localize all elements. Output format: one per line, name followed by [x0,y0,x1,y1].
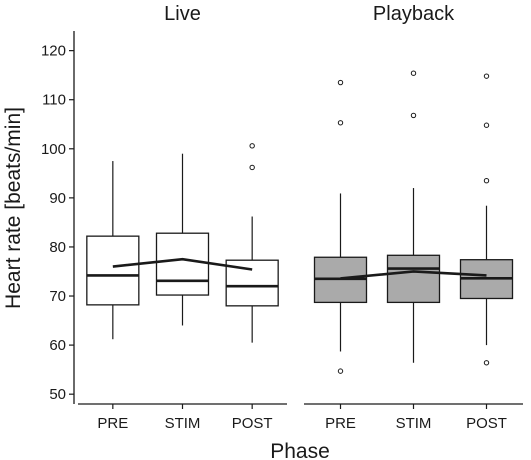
panel-title: Live [164,3,201,25]
outlier-point [337,120,344,126]
y-tick-label: 50 [49,386,66,403]
x-tick-label: PRE [325,415,356,432]
x-tick-label: POST [466,415,507,432]
outlier-point [483,177,490,184]
x-tick-label: STIM [165,415,201,432]
box-iqr [386,254,441,304]
mean-trend-line [112,257,253,271]
y-tick-label: 80 [49,239,66,256]
outlier-point [483,122,490,128]
panel-title: Playback [373,3,455,25]
y-tick-label: 100 [41,141,66,158]
box-stim [386,70,441,363]
outlier-point [410,112,417,119]
x-axis-title: Phase [270,440,330,460]
outlier-point [337,79,344,86]
x-tick-label: STIM [396,415,432,432]
outlier-point [249,143,255,149]
outlier-point [337,368,344,374]
panel-playback: Playback PRE STIM POST [304,3,523,432]
x-tick-label: POST [232,415,273,432]
y-axis-title: Heart rate [beats/min] [2,107,25,309]
panel-live: Live PRE STIM POST [78,3,287,432]
box-post [459,73,514,366]
outlier-point [410,70,417,76]
x-tick-label: PRE [97,415,128,432]
outlier-point [483,73,490,79]
box-pre [313,79,368,374]
y-tick-label: 70 [49,288,66,305]
y-tick-label: 90 [49,190,66,207]
box-pre [86,161,140,340]
box-post [225,143,279,343]
box-stim [155,153,210,326]
y-tick-label: 60 [49,337,66,354]
outlier-point [249,164,255,171]
y-axis: 50 60 70 80 90 100 110 120 [41,31,75,404]
box-iqr [155,232,210,296]
outlier-point [483,360,490,366]
box-iqr [86,235,140,306]
y-tick-label: 120 [41,43,66,60]
y-tick-label: 110 [42,92,66,109]
mean-trend-line [340,270,487,280]
